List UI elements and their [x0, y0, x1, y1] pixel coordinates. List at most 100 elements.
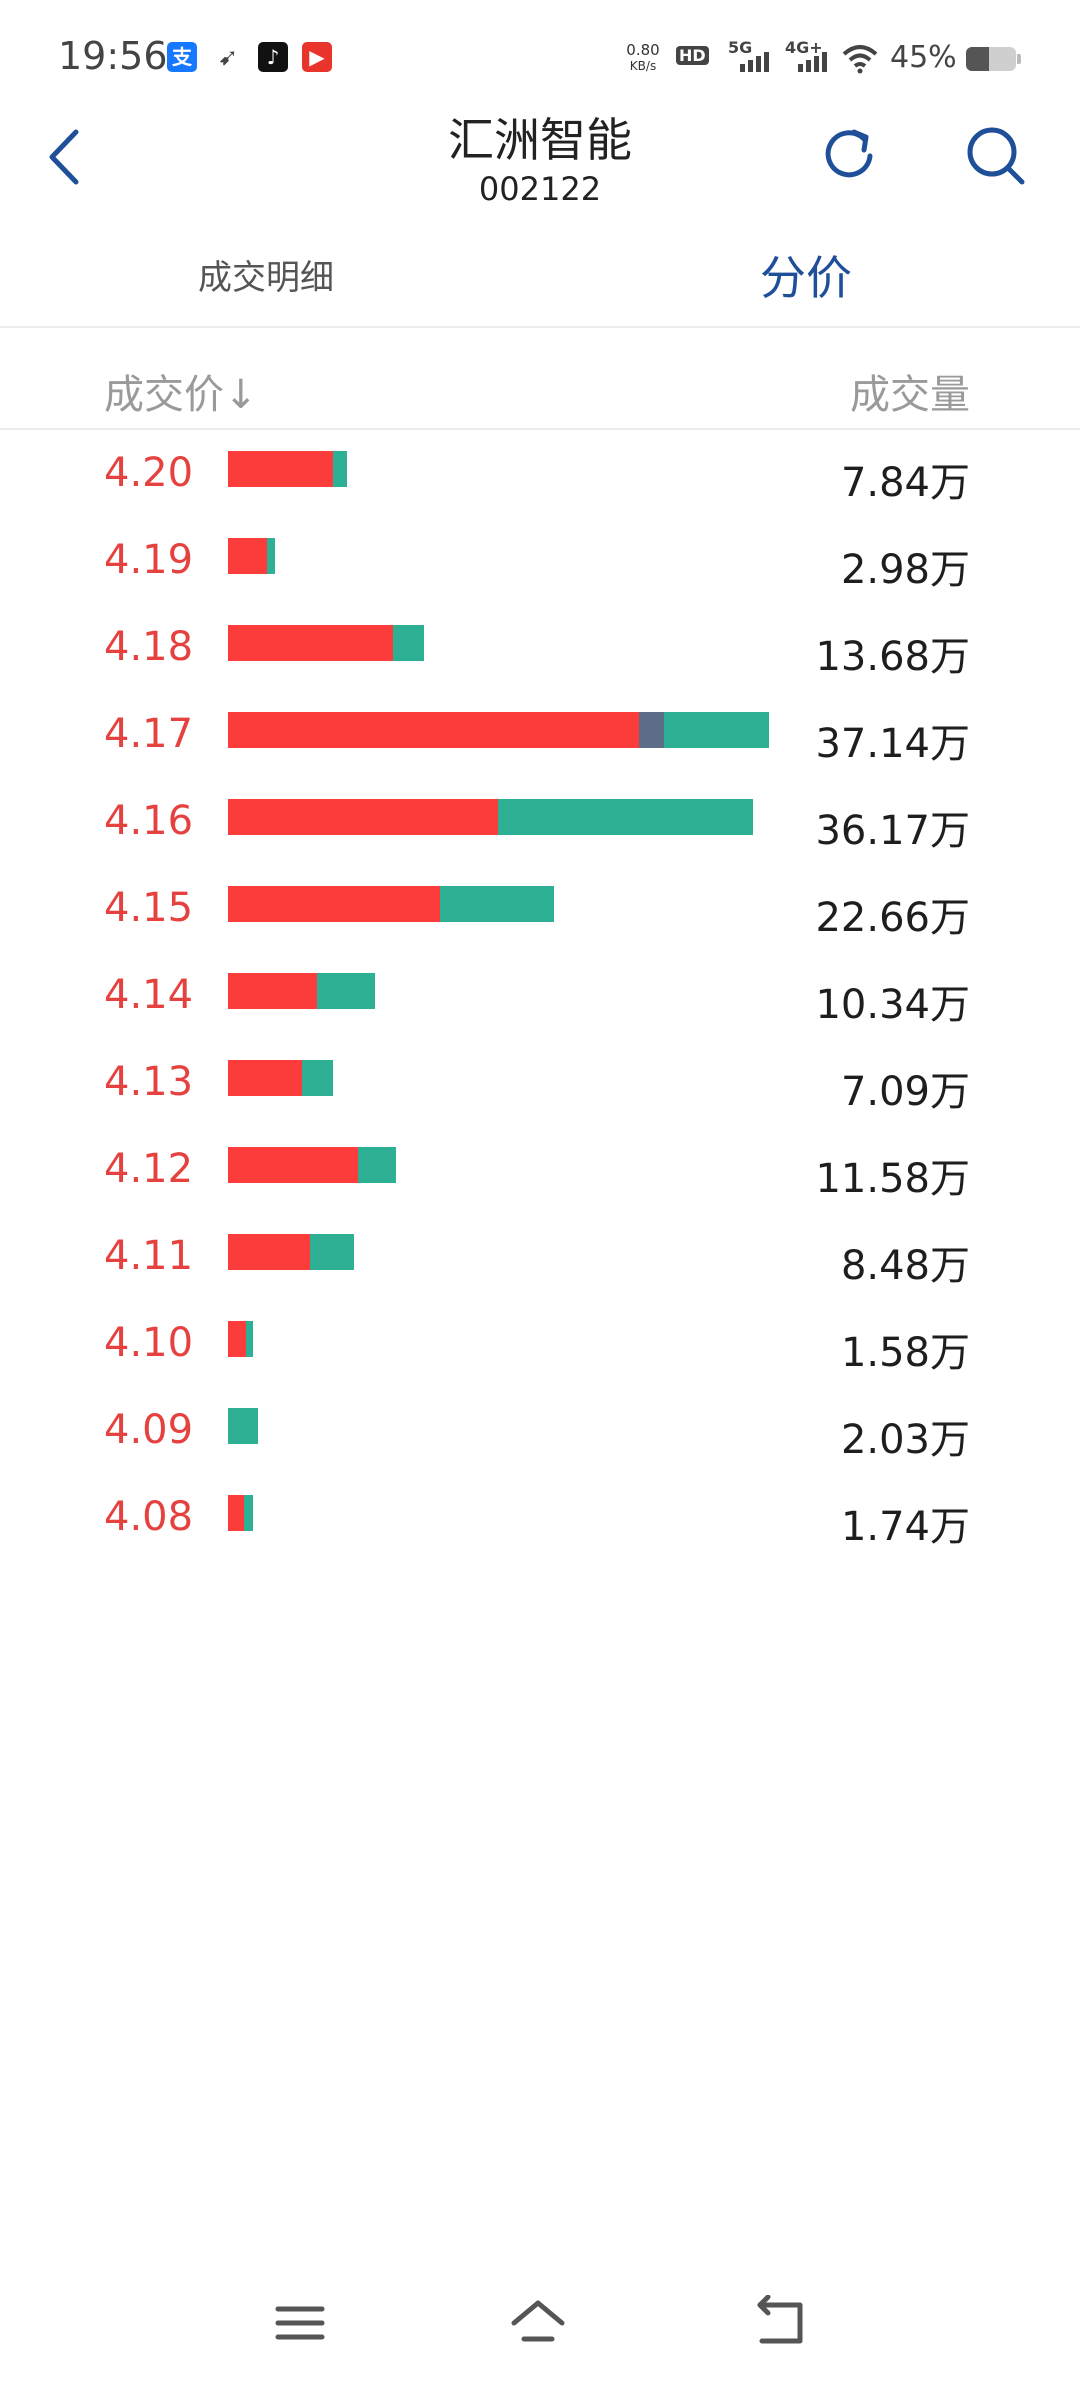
volume-column-header: 成交量 — [850, 372, 970, 418]
sim1-label: 5G — [728, 38, 753, 57]
battery-icon — [966, 47, 1016, 71]
tabs-divider — [0, 326, 1080, 328]
buy-segment — [228, 712, 640, 748]
price-value: 4.18 — [104, 624, 194, 670]
sell-segment — [243, 1495, 253, 1531]
network-speed: 0.80 KB/s — [622, 42, 664, 74]
volume-value: 7.09万 — [840, 1069, 970, 1115]
list-item: 4.08 1.74万 — [0, 1476, 1080, 1563]
price-value: 4.11 — [104, 1233, 194, 1279]
price-value: 4.17 — [104, 711, 194, 757]
list-item: 4.16 36.17万 — [0, 780, 1080, 867]
price-column-header[interactable]: 成交价↓ — [104, 372, 258, 418]
video-app-icon: ▶ — [302, 42, 332, 72]
sell-segment — [310, 1234, 354, 1270]
wifi-icon — [842, 45, 878, 74]
tiktok-icon: ♪ — [258, 42, 288, 72]
paper-plane-icon: ➹ — [217, 43, 239, 71]
volume-value: 13.68万 — [815, 634, 970, 680]
volume-bar — [228, 712, 769, 748]
volume-bar — [228, 973, 375, 1009]
volume-value: 8.48万 — [840, 1243, 970, 1289]
buy-segment — [228, 799, 498, 835]
back-nav-icon[interactable] — [752, 2295, 808, 2351]
price-value: 4.09 — [104, 1407, 194, 1453]
volume-bar — [228, 799, 753, 835]
volume-value: 2.98万 — [840, 547, 970, 593]
price-value: 4.10 — [104, 1320, 194, 1366]
list-item: 4.13 7.09万 — [0, 1041, 1080, 1128]
sell-segment — [333, 451, 347, 487]
buy-segment — [228, 451, 333, 487]
list-item: 4.10 1.58万 — [0, 1302, 1080, 1389]
price-value: 4.13 — [104, 1059, 194, 1105]
volume-bar — [228, 1234, 354, 1270]
volume-value: 22.66万 — [815, 895, 970, 941]
sim2-signal-icon — [798, 50, 827, 72]
volume-value: 11.58万 — [815, 1156, 970, 1202]
sell-segment — [228, 1408, 258, 1444]
net-speed-value: 0.80 — [626, 41, 660, 59]
price-value: 4.12 — [104, 1146, 194, 1192]
buy-segment — [228, 1321, 246, 1357]
alipay-icon: 支 — [167, 42, 197, 72]
volume-value: 1.58万 — [840, 1330, 970, 1376]
header-divider — [0, 428, 1080, 430]
refresh-icon[interactable] — [818, 122, 882, 186]
tab-price-distribution[interactable]: 分价 — [760, 251, 852, 305]
volume-bar — [228, 625, 424, 661]
volume-bar — [228, 1408, 258, 1444]
price-value: 4.20 — [104, 450, 194, 496]
volume-bar — [228, 1060, 333, 1096]
buy-segment — [228, 1495, 244, 1531]
buy-segment — [228, 538, 267, 574]
sim2-label: 4G+ — [785, 38, 823, 57]
list-item: 4.15 22.66万 — [0, 867, 1080, 954]
volume-value: 36.17万 — [815, 808, 970, 854]
volume-bar — [228, 886, 554, 922]
net-speed-unit: KB/s — [629, 59, 657, 73]
battery-percent: 45% — [890, 40, 957, 75]
battery-tip — [1017, 54, 1021, 64]
price-value: 4.19 — [104, 537, 194, 583]
menu-icon[interactable] — [272, 2295, 328, 2351]
sell-segment — [245, 1321, 253, 1357]
list-item: 4.11 8.48万 — [0, 1215, 1080, 1302]
volume-bar — [228, 451, 347, 487]
sell-segment — [663, 712, 769, 748]
list-item: 4.09 2.03万 — [0, 1389, 1080, 1476]
buy-segment — [228, 1234, 311, 1270]
price-value: 4.08 — [104, 1494, 194, 1540]
price-value: 4.14 — [104, 972, 194, 1018]
list-item: 4.18 13.68万 — [0, 606, 1080, 693]
status-time: 19:56 — [58, 34, 168, 78]
price-value: 4.15 — [104, 885, 194, 931]
tab-trade-details[interactable]: 成交明细 — [198, 258, 334, 298]
volume-bar — [228, 538, 276, 574]
buy-segment — [228, 625, 393, 661]
neutral-segment — [639, 712, 664, 748]
page-title: 汇洲智能 — [448, 113, 632, 167]
list-item: 4.12 11.58万 — [0, 1128, 1080, 1215]
sell-segment — [301, 1060, 333, 1096]
list-item: 4.19 2.98万 — [0, 519, 1080, 606]
sell-segment — [266, 538, 276, 574]
sell-segment — [317, 973, 375, 1009]
buy-segment — [228, 973, 318, 1009]
volume-value: 37.14万 — [815, 721, 970, 767]
volume-value: 1.74万 — [840, 1504, 970, 1550]
sell-segment — [439, 886, 554, 922]
volume-bar — [228, 1495, 253, 1531]
volume-value: 10.34万 — [815, 982, 970, 1028]
sell-segment — [392, 625, 424, 661]
search-icon[interactable] — [962, 122, 1028, 188]
buy-segment — [228, 1147, 358, 1183]
list-item: 4.20 7.84万 — [0, 432, 1080, 519]
volume-value: 7.84万 — [840, 460, 970, 506]
back-icon[interactable] — [40, 122, 90, 192]
home-icon[interactable] — [510, 2295, 566, 2351]
list-item: 4.14 10.34万 — [0, 954, 1080, 1041]
sim1-signal-icon — [740, 50, 769, 72]
list-item: 4.17 37.14万 — [0, 693, 1080, 780]
volume-value: 2.03万 — [840, 1417, 970, 1463]
